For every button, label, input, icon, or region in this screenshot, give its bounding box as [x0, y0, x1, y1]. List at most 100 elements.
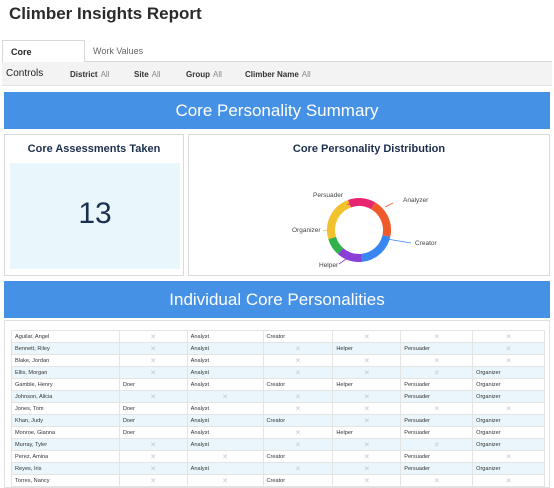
empty-marker-cell: ✕: [118, 354, 188, 367]
climber-name-cell: Gamble, Henry: [11, 378, 120, 391]
empty-marker-cell: ✕: [262, 342, 334, 355]
empty-marker-cell: ✕: [332, 462, 402, 475]
kpi-value: 13: [78, 197, 112, 230]
donut-slice[interactable]: [328, 236, 344, 255]
empty-marker-cell: ✕: [400, 330, 474, 343]
filter-group[interactable]: Group All: [186, 70, 222, 79]
empty-marker-cell: ✕: [332, 390, 402, 403]
empty-marker-cell: ✕: [186, 474, 264, 487]
climber-name-cell: Perez, Amina: [11, 450, 120, 463]
empty-marker-cell: ✕: [118, 450, 188, 463]
filter-climber-name[interactable]: Climber Name All: [245, 70, 311, 79]
empty-marker-cell: ✕: [332, 438, 402, 451]
tab-work-values[interactable]: Work Values: [93, 46, 144, 56]
empty-marker-cell: ✕: [400, 354, 474, 367]
empty-marker-cell: ✕: [118, 438, 188, 451]
climber-name-cell: Murray, Tyler: [11, 438, 120, 451]
donut-slice[interactable]: [348, 198, 376, 210]
donut-leader-line: [322, 229, 330, 232]
empty-marker-cell: ✕: [262, 366, 334, 379]
empty-marker-cell: ✕: [472, 342, 545, 355]
climber-name-cell: Blake, Jordan: [11, 354, 120, 367]
empty-marker-cell: ✕: [472, 450, 545, 463]
filter-group-label: Group: [186, 70, 210, 79]
personality-cell: Analyst: [186, 438, 264, 451]
empty-marker-cell: ✕: [472, 354, 545, 367]
personality-table: Aguilar, Angel ✕ Analyst Creator ✕ ✕ ✕ Bennett,…: [11, 330, 545, 487]
individual-banner: Individual Core Personalities: [4, 281, 550, 318]
donut-label: Organizer: [292, 227, 321, 234]
personality-cell: Helper: [332, 378, 402, 391]
personality-cell: Persuader: [400, 426, 474, 439]
empty-marker-cell: ✕: [400, 366, 474, 379]
personality-cell: Creator: [262, 414, 334, 427]
personality-cell: Doer: [118, 414, 188, 427]
kpi-title: Core Assessments Taken: [27, 143, 161, 155]
personality-cell: Persuader: [400, 450, 474, 463]
donut-slice[interactable]: [337, 247, 363, 262]
table-row: Perez, Amina ✕ ✕ Creator ✕ Persuader ✕: [11, 450, 545, 463]
table-row: Ellis, Morgan ✕ Analyst ✕ ✕ ✕ Organizer: [11, 366, 545, 379]
personality-cell: Persuader: [400, 390, 474, 403]
personality-cell: Persuader: [400, 342, 474, 355]
table-row: Bennett, Riley ✕ Analyst ✕ Helper Persuader ✕: [11, 342, 545, 355]
climber-name-cell: Reyes, Iris: [11, 462, 120, 475]
distribution-title: Core Personality Distribution: [292, 143, 446, 155]
personality-cell: Persuader: [400, 378, 474, 391]
personality-cell: Organizer: [472, 390, 545, 403]
tab-core-personality[interactable]: Core Personality: [2, 40, 85, 79]
personality-cell: Creator: [262, 474, 334, 487]
filter-group-value: All: [213, 70, 222, 79]
controls-label[interactable]: Controls: [6, 68, 44, 79]
table-row: Blake, Jordan ✕ Analyst ✕ ✕ ✕ ✕: [11, 354, 545, 367]
empty-marker-cell: ✕: [332, 330, 402, 343]
personality-cell: Organizer: [472, 366, 545, 379]
empty-marker-cell: ✕: [332, 402, 402, 415]
donut-leader-line: [384, 202, 394, 208]
climber-name-cell: Bennett, Riley: [11, 342, 120, 355]
personality-cell: Analyst: [186, 414, 264, 427]
table-row: Johnson, Alicia ✕ ✕ ✕ ✕ Persuader Organizer: [11, 390, 545, 403]
climber-name-cell: Ellis, Morgan: [11, 366, 120, 379]
empty-marker-cell: ✕: [118, 474, 188, 487]
empty-marker-cell: ✕: [332, 354, 402, 367]
empty-marker-cell: ✕: [262, 390, 334, 403]
empty-marker-cell: ✕: [262, 426, 334, 439]
kpi-card: Core Assessments Taken 13: [4, 134, 184, 276]
personality-cell: Creator: [262, 450, 334, 463]
filter-climber-name-label: Climber Name: [245, 70, 299, 79]
empty-marker-cell: ✕: [472, 330, 545, 343]
empty-marker-cell: ✕: [186, 390, 264, 403]
filter-site[interactable]: Site All: [134, 70, 161, 79]
personality-cell: Persuader: [400, 462, 474, 475]
table-row: Torres, Nancy ✕ ✕ Creator ✕ ✕ ✕: [11, 474, 545, 487]
table-row: Murray, Tyler ✕ Analyst ✕ ✕ ✕ Organizer: [11, 438, 545, 451]
donut-leader-line: [338, 256, 350, 265]
tab-bar: Core Personality Work Values: [2, 40, 552, 79]
donut-slice[interactable]: [370, 202, 391, 237]
personality-cell: Doer: [118, 378, 188, 391]
table-row: Gamble, Henry Doer Analyst Creator Helper Per…: [11, 378, 545, 391]
personality-cell: Organizer: [472, 414, 545, 427]
donut-label: Creator: [415, 240, 438, 247]
filter-climber-name-value: All: [301, 70, 311, 79]
personality-cell: Organizer: [472, 426, 545, 439]
empty-marker-cell: ✕: [472, 474, 545, 487]
donut-label: Analyzer: [403, 197, 429, 204]
table-row: Jones, Tom Doer Analyst ✕ ✕ ✕ ✕: [11, 402, 545, 415]
empty-marker-cell: ✕: [400, 402, 474, 415]
filter-district[interactable]: District All: [70, 70, 109, 79]
table-row: Khan, Judy Doer Analyst Creator ✕ Persuader Or…: [11, 414, 545, 427]
climber-name-cell: Torres, Nancy: [11, 474, 120, 487]
personality-cell: Helper: [332, 342, 402, 355]
climber-name-cell: Johnson, Alicia: [11, 390, 120, 403]
donut-slice[interactable]: [361, 234, 391, 262]
donut-slice[interactable]: [327, 199, 352, 240]
personality-cell: Analyst: [186, 402, 264, 415]
personality-cell: Analyst: [186, 330, 264, 343]
filter-site-value: All: [151, 70, 161, 79]
distribution-card: Core Personality Distribution Persuader A…: [188, 134, 550, 276]
personality-cell: Creator: [262, 378, 334, 391]
personality-cell: Analyst: [186, 366, 264, 379]
table-row: Aguilar, Angel ✕ Analyst Creator ✕ ✕ ✕: [11, 330, 545, 343]
